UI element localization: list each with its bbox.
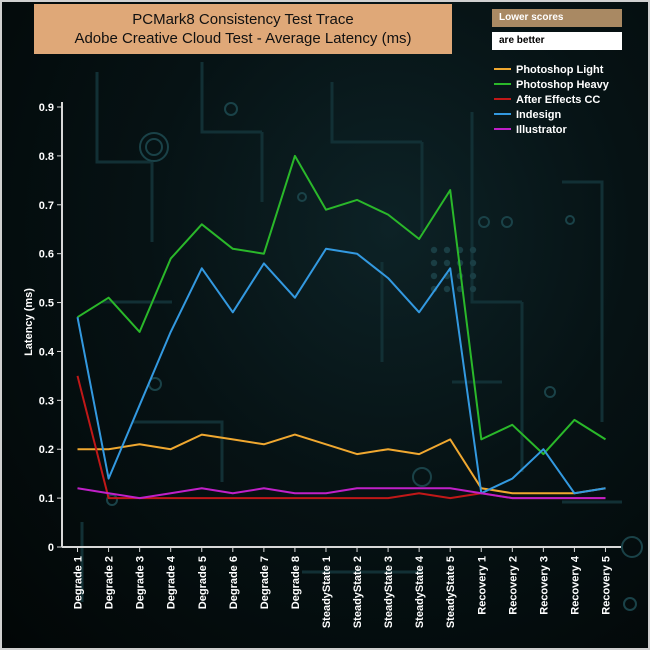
circuit-dot bbox=[443, 285, 451, 293]
series-line-photoshop-heavy bbox=[76, 154, 607, 456]
circuit-node bbox=[412, 467, 432, 487]
circuit-node bbox=[145, 138, 163, 156]
x-tick-label: SteadyState 4 bbox=[414, 555, 426, 628]
circuit-dot bbox=[443, 259, 451, 267]
circuit-dot bbox=[469, 285, 477, 293]
series-line-illustrator bbox=[77, 487, 606, 500]
chart-title: PCMark8 Consistency Test Trace bbox=[132, 11, 354, 28]
x-tick-label: Degrade 7 bbox=[259, 556, 271, 609]
legend-label: Photoshop Heavy bbox=[516, 79, 610, 91]
circuit-node bbox=[139, 132, 169, 162]
circuit-node bbox=[623, 597, 637, 611]
circuit-trace bbox=[132, 420, 224, 482]
x-tick-label: Degrade 1 bbox=[73, 556, 85, 609]
circuit-node bbox=[224, 102, 238, 116]
note-are-better: are better bbox=[492, 32, 622, 50]
circuit-trace bbox=[200, 62, 262, 134]
circuit-dot bbox=[469, 246, 477, 254]
circuit-dot bbox=[469, 272, 477, 280]
y-tick-labels: 0 0.1 0.2 0.3 0.4 0.5 0.6 0.7 0.8 0.9 bbox=[39, 102, 62, 554]
legend: Photoshop Light Photoshop Heavy After Effe… bbox=[494, 64, 610, 136]
legend-label: After Effects CC bbox=[516, 94, 600, 106]
circuit-node bbox=[565, 215, 575, 225]
circuit-trace bbox=[562, 180, 604, 422]
x-tick-label: Degrade 2 bbox=[104, 556, 116, 609]
circuit-node bbox=[621, 536, 643, 558]
x-tick-label: Recovery 1 bbox=[476, 556, 488, 615]
circuit-node bbox=[478, 216, 490, 228]
circuit-dot bbox=[469, 259, 477, 267]
x-tick-label: Degrade 5 bbox=[197, 556, 209, 609]
series-line-photoshop-light bbox=[77, 433, 606, 495]
y-tick-label: 0 bbox=[48, 542, 54, 554]
series-line-indesign bbox=[76, 247, 606, 495]
note-lower-scores: Lower scores bbox=[492, 9, 622, 27]
y-tick-label: 0.1 bbox=[39, 493, 54, 505]
series-lines bbox=[76, 154, 607, 500]
circuit-dot bbox=[430, 272, 438, 280]
circuit-node bbox=[501, 216, 513, 228]
y-tick-label: 0.9 bbox=[39, 102, 54, 114]
y-tick-label: 0.7 bbox=[39, 200, 54, 212]
x-tick-label: SteadyState 1 bbox=[321, 556, 333, 628]
y-tick-label: 0.2 bbox=[39, 444, 54, 456]
circuit-trace bbox=[330, 82, 422, 144]
circuit-trace bbox=[470, 112, 522, 304]
legend-label: Photoshop Light bbox=[516, 64, 604, 76]
y-tick-label: 0.5 bbox=[39, 298, 54, 310]
circuit-trace bbox=[95, 72, 152, 164]
circuit-node bbox=[544, 386, 556, 398]
circuit-dot bbox=[443, 246, 451, 254]
circuit-dot bbox=[430, 259, 438, 267]
x-tick-label: Degrade 3 bbox=[135, 556, 147, 609]
chart-title-box: PCMark8 Consistency Test Trace Adobe Cre… bbox=[34, 4, 452, 54]
circuit-dot bbox=[430, 246, 438, 254]
x-tick-label: Recovery 3 bbox=[538, 556, 550, 615]
y-tick-label: 0.3 bbox=[39, 395, 54, 407]
circuit-node bbox=[297, 192, 307, 202]
chart-subtitle: Adobe Creative Cloud Test - Average Late… bbox=[74, 30, 412, 47]
y-tick-label: 0.6 bbox=[39, 249, 54, 261]
x-tick-label: SteadyState 5 bbox=[445, 556, 457, 628]
legend-label: Indesign bbox=[516, 109, 562, 121]
x-tick-label: Degrade 8 bbox=[290, 556, 302, 609]
x-tick-label: Degrade 4 bbox=[166, 555, 178, 609]
legend-label: Illustrator bbox=[516, 124, 567, 136]
circuit-background bbox=[80, 62, 643, 611]
x-tick-labels: Degrade 1 Degrade 2 Degrade 3 Degrade 4 Degr… bbox=[73, 547, 612, 628]
x-tick-label: SteadyState 2 bbox=[352, 556, 364, 628]
x-tick-label: Degrade 6 bbox=[228, 556, 240, 609]
y-tick-label: 0.8 bbox=[39, 151, 54, 163]
x-tick-label: Recovery 2 bbox=[507, 556, 519, 615]
circuit-node bbox=[106, 494, 118, 506]
y-tick-label: 0.4 bbox=[39, 346, 55, 358]
axes bbox=[61, 102, 621, 548]
x-tick-label: Recovery 4 bbox=[569, 555, 581, 615]
x-tick-label: Recovery 5 bbox=[600, 556, 612, 615]
y-axis-label: Latency (ms) bbox=[23, 288, 35, 356]
x-tick-label: SteadyState 3 bbox=[383, 556, 395, 628]
